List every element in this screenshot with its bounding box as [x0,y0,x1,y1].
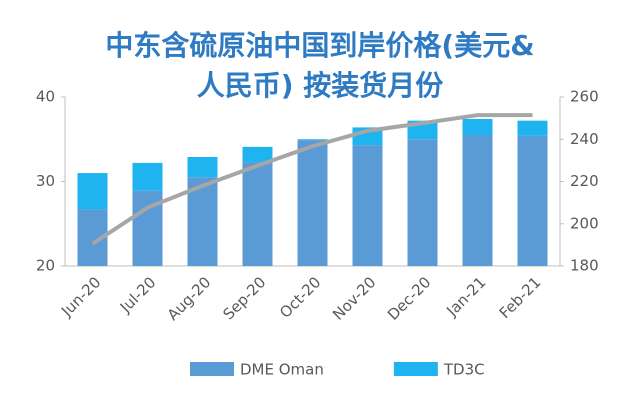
y2-tick-label: 260 [570,88,599,106]
bar [297,139,328,141]
y2-tick-label: 200 [570,214,599,232]
y-tick-label: 40 [36,88,55,106]
x-tick-label: Dec-20 [384,273,435,324]
x-tick-label: Aug-20 [164,273,215,324]
bar [297,140,328,266]
x-tick-label: Nov-20 [329,273,379,323]
bar [517,135,548,266]
x-tick-label: Jan-21 [442,273,489,320]
legend-label: TD3C [443,361,485,379]
legend-swatch [190,362,234,376]
legend-label: DME Oman [240,361,324,379]
bar [242,146,273,163]
x-tick-label: Oct-20 [276,273,324,321]
x-tick-label: Jun-20 [57,273,104,320]
bar [187,177,218,266]
y-tick-label: 30 [36,172,55,190]
x-tick-label: Sep-20 [219,273,269,323]
bar [352,145,383,266]
x-tick-label: Feb-21 [496,273,545,322]
chart-title: 中东含硫原油中国到岸价格(美元&人民币) 按装货月份 [105,29,535,102]
bar [187,156,218,178]
bar [407,139,438,266]
x-tick-label: Jul-20 [116,273,160,317]
y2-tick-label: 220 [570,172,599,190]
bar [77,173,108,210]
y-tick-label: 20 [36,257,55,275]
line [91,113,533,246]
bar [462,135,493,266]
bar [132,162,163,191]
y2-tick-label: 240 [570,130,599,148]
legend-swatch [393,362,438,376]
bar [242,162,273,266]
bar [517,120,548,136]
bar [462,118,493,136]
y2-tick-label: 180 [570,257,599,275]
